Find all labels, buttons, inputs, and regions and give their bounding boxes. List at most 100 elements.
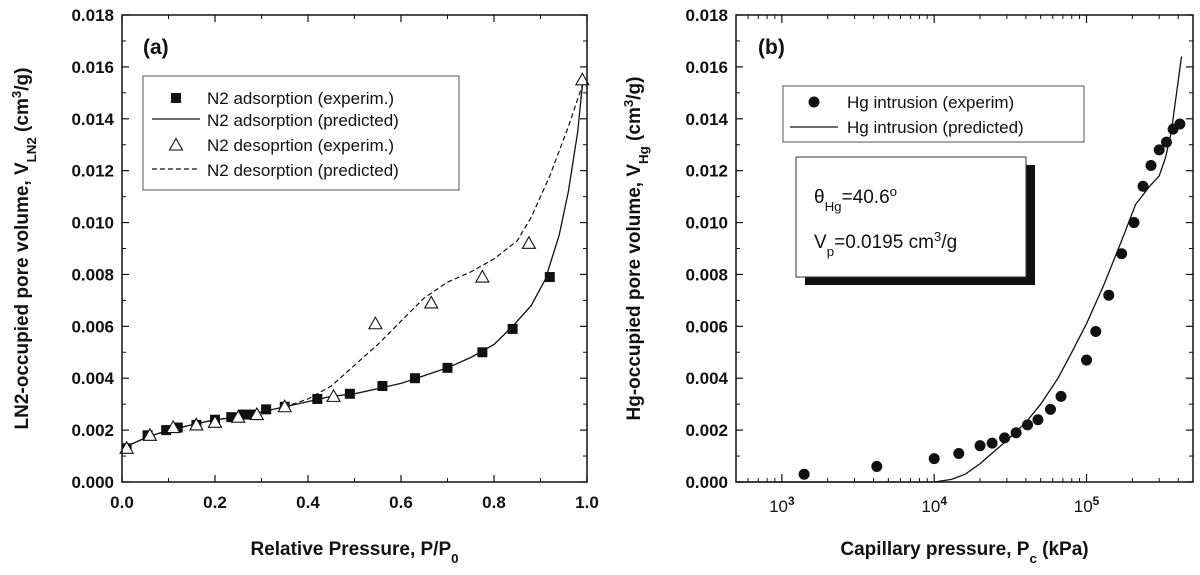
- legend-label: N2 adsorption (predicted): [207, 111, 399, 130]
- data-point-desorption: [574, 72, 590, 86]
- y-tick-label: 0.010: [685, 214, 728, 233]
- data-point-hg-intrusion: [1081, 354, 1093, 366]
- data-point-adsorption: [544, 272, 555, 283]
- theta-degree: o: [890, 184, 897, 199]
- ylabel-units: (cm: [624, 107, 645, 141]
- x-tick-label: 0.2: [203, 493, 227, 512]
- theta-value: =40.6: [842, 187, 890, 208]
- data-point-hg-intrusion: [1137, 180, 1149, 192]
- data-point-hg-intrusion: [986, 437, 998, 449]
- data-point-hg-intrusion: [1010, 427, 1022, 439]
- legend-box-a: [142, 75, 460, 191]
- data-point-desorption: [326, 388, 342, 402]
- xlabel-text: Relative Pressure, P/P: [250, 539, 451, 560]
- legend-marker: [171, 93, 181, 103]
- y-tick-label: 0.012: [71, 162, 114, 181]
- x-tick-label: 103: [769, 494, 795, 516]
- data-point-adsorption: [507, 323, 518, 334]
- y-tick-label: 0.016: [71, 58, 114, 77]
- ylabel-text: Hg-occupied pore volume, V: [624, 164, 645, 421]
- chart-b: 0.000 0.002 0.004 0.006 0.008 0.010 0.012 0.014…: [621, 6, 1194, 566]
- x-tick-label: 0.4: [296, 493, 320, 512]
- theta-symbol: θ: [814, 187, 825, 208]
- data-point-hg-intrusion: [1116, 248, 1128, 260]
- data-point-desorption: [230, 409, 246, 423]
- data-point-desorption: [207, 414, 223, 428]
- y-tick-label: 0.010: [71, 214, 114, 233]
- y-tick-label: 0.014: [71, 110, 114, 129]
- x-tick-base: 10: [1074, 497, 1093, 516]
- data-point-desorption: [188, 417, 204, 431]
- x-tick-base: 10: [769, 497, 788, 516]
- data-point-adsorption: [261, 404, 272, 415]
- y-tick-label: 0.002: [685, 421, 728, 440]
- theta-subscript: Hg: [825, 199, 842, 214]
- annotation-contact-angle: θHg=40.6o: [814, 184, 897, 214]
- series-line-hg-predicted: [736, 56, 1183, 483]
- legend-label: N2 desoprtion (experim.): [207, 136, 394, 155]
- ylabel-units-superscript: 3: [621, 100, 636, 107]
- legend-b: Hg intrusion (experim) Hg intrusion (pred…: [782, 85, 1085, 143]
- data-point-desorption: [249, 406, 265, 421]
- x-tick-label: 104: [921, 494, 947, 516]
- data-point-hg-intrusion: [1022, 419, 1034, 431]
- ylabel-units-suffix: /g): [12, 68, 33, 91]
- y-tick-label: 0.014: [685, 110, 728, 129]
- data-point-hg-intrusion: [1174, 118, 1186, 130]
- plot-frame-a: [121, 14, 588, 483]
- ylabel-subscript: LN2: [24, 137, 39, 162]
- y-tick-label: 0.012: [685, 162, 728, 181]
- x-tick-label: 105: [1074, 494, 1100, 516]
- annotation-frame: [795, 156, 1027, 278]
- data-point-hg-intrusion: [1055, 390, 1067, 402]
- panel-label-b: (b): [758, 36, 785, 59]
- xlabel-units: (kPa): [1037, 539, 1089, 560]
- annotation-box: θHg=40.6o Vp=0.0195 cm3/g: [795, 156, 1035, 285]
- x-tick-label: 0.0: [110, 493, 134, 512]
- data-point-hg-intrusion: [953, 447, 965, 459]
- data-point-adsorption: [344, 388, 355, 399]
- vp-subscript: p: [827, 244, 834, 259]
- x-tick-label: 0.8: [482, 493, 506, 512]
- xlabel-subscript: c: [1029, 551, 1036, 566]
- data-point-desorption: [367, 316, 383, 330]
- data-point-hg-intrusion: [928, 453, 940, 465]
- x-tick-exponent: 3: [788, 494, 795, 508]
- vp-symbol: V: [814, 232, 827, 253]
- data-point-hg-intrusion: [1153, 144, 1165, 156]
- data-point-hg-intrusion: [1090, 326, 1102, 338]
- ylabel-text: LN2-occupied pore volume, V: [12, 162, 33, 429]
- panel-label-a: (a): [143, 36, 169, 59]
- data-point-adsorption: [377, 381, 388, 392]
- legend-box-b: [782, 85, 1085, 143]
- vp-value: =0.0195 cm: [834, 232, 934, 253]
- data-point-hg-intrusion: [974, 440, 986, 452]
- legend-label: N2 desorption (predicted): [207, 161, 399, 180]
- data-point-hg-intrusion: [1044, 403, 1056, 415]
- ylabel-subscript: Hg: [636, 146, 651, 164]
- data-point-hg-intrusion: [1103, 289, 1115, 301]
- data-point-hg-intrusion: [1161, 136, 1173, 148]
- series-line-desorption-predicted: [121, 84, 583, 449]
- y-tick-label: 0.002: [71, 421, 114, 440]
- y-tick-label: 0.008: [71, 265, 114, 284]
- data-point-hg-intrusion: [1032, 414, 1044, 426]
- x-tick-label: 1.0: [575, 493, 599, 512]
- vp-units: /g: [941, 232, 957, 253]
- data-point-adsorption: [409, 373, 420, 384]
- y-tick-label: 0.018: [685, 6, 728, 25]
- y-tick-label: 0.000: [685, 473, 728, 492]
- data-point-hg-intrusion: [1145, 159, 1157, 171]
- chart-a: 0.000 0.002 0.004 0.006 0.008 0.010 0.012 0.014…: [9, 6, 599, 566]
- x-axis-label-a: Relative Pressure, P/P0: [250, 539, 458, 566]
- legend-marker: [168, 137, 184, 151]
- data-point-adsorption: [237, 409, 248, 420]
- legend-label: Hg intrusion (predicted): [847, 118, 1024, 137]
- y-tick-label: 0.004: [685, 369, 728, 388]
- plot-frame-b: [735, 14, 1194, 483]
- y-axis-label-a: LN2-occupied pore volume, VLN2 (cm3/g): [9, 68, 39, 430]
- legend-label: N2 adsorption (experim.): [207, 89, 394, 108]
- ylabel-units-suffix: /g): [624, 77, 645, 100]
- data-point-desorption: [521, 235, 537, 249]
